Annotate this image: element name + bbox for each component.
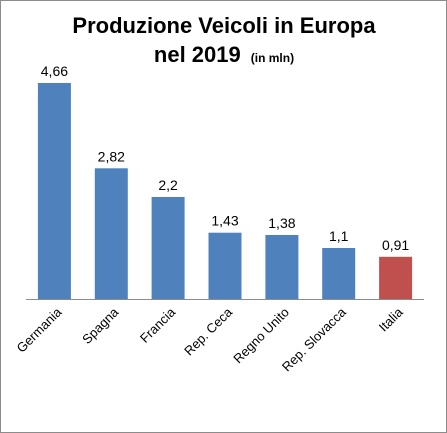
data-label: 1,38: [268, 215, 295, 231]
data-label: 2,82: [98, 148, 125, 164]
x-tick-label: Italia: [376, 304, 407, 335]
chart-title-line2-group: nel 2019 (in mln): [154, 42, 294, 67]
bars-group: [37, 83, 413, 299]
data-label: 1,1: [329, 228, 349, 244]
data-label: 0,91: [382, 237, 409, 253]
data-label: 4,66: [41, 63, 68, 79]
bar-rep-ceca: [208, 232, 242, 299]
bar-italia: [379, 256, 413, 299]
chart-title-line1: Produzione Veicoli in Europa: [72, 13, 376, 38]
value-labels-group: 4,66 2,82 2,2 1,43 1,38 1,1 0,91: [41, 63, 410, 253]
bar-rep-slovacca: [322, 248, 356, 299]
bar-spagna: [94, 168, 128, 299]
bar-germania: [37, 83, 71, 299]
chart-title-line2: nel 2019: [154, 42, 241, 67]
data-label: 2,2: [158, 177, 178, 193]
x-tick-label: Spagna: [79, 304, 122, 347]
data-label: 1,43: [211, 213, 238, 229]
x-tick-label: Rep. Ceca: [181, 304, 236, 359]
bar-francia: [151, 197, 185, 299]
bar-regno-unito: [265, 235, 299, 299]
chart-title-unit: (in mln): [251, 51, 294, 65]
x-tick-label: Francia: [137, 304, 179, 346]
x-tick-label: Germania: [14, 304, 66, 356]
x-tick-label: Regno Unito: [230, 305, 292, 367]
